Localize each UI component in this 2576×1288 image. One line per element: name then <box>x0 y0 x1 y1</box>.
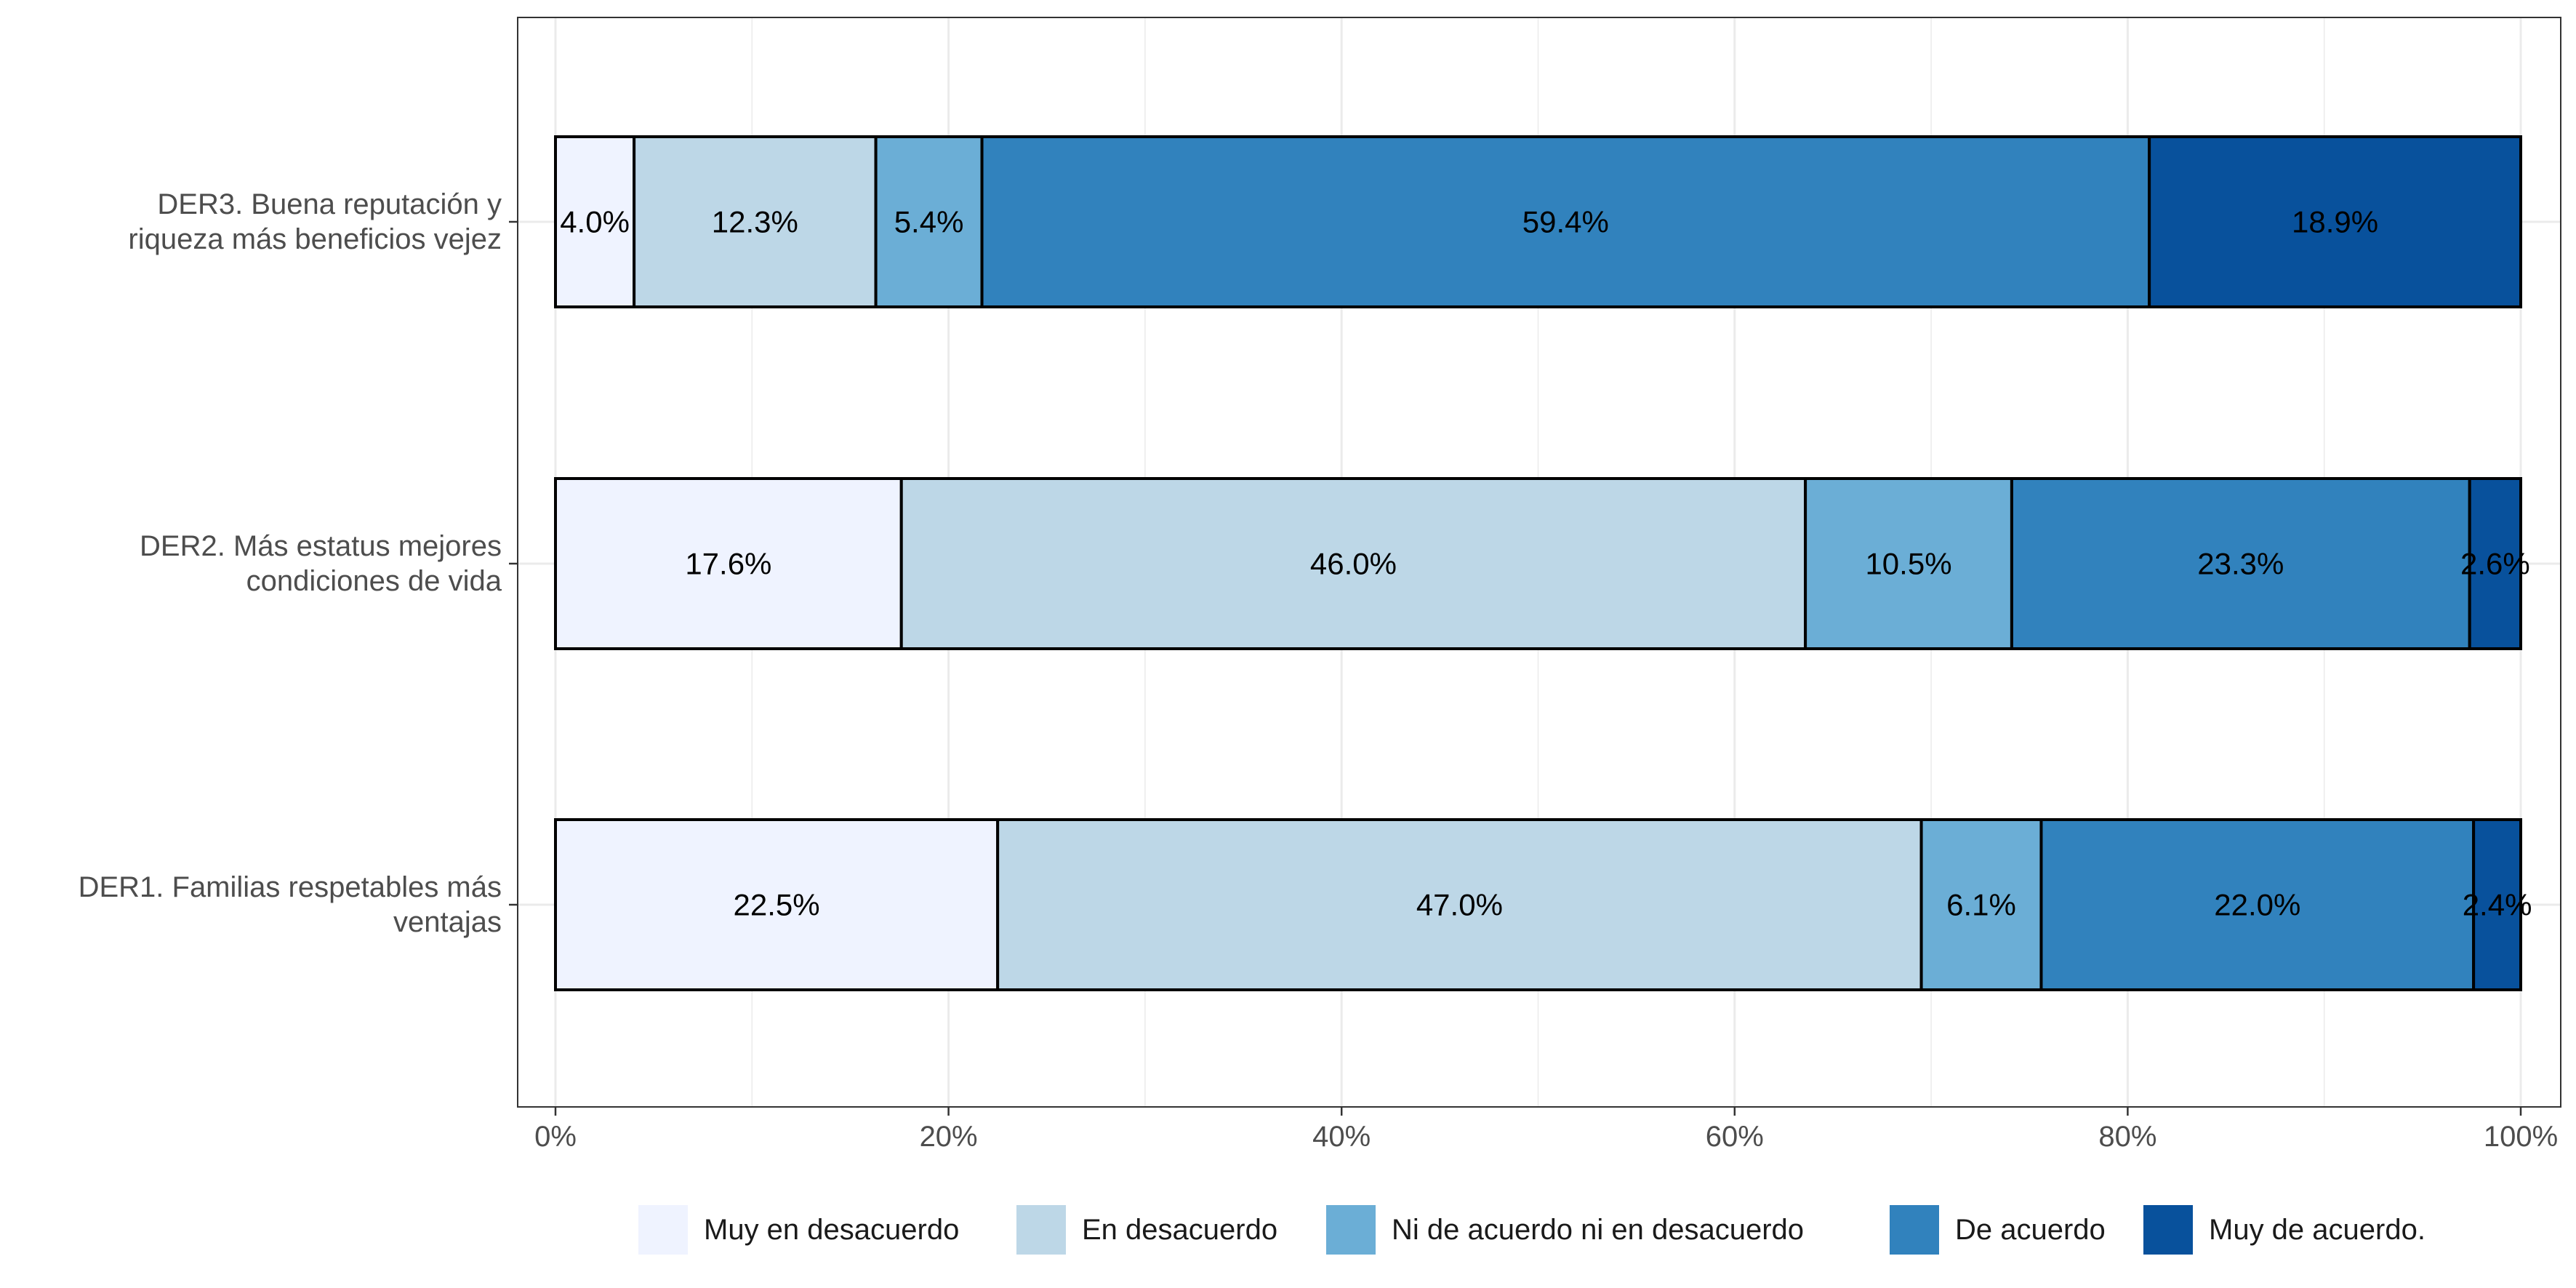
bar-segment <box>1804 477 2013 650</box>
category-label: DER1. Familias respetables más ventajas <box>79 871 502 938</box>
legend-key <box>1890 1205 1939 1255</box>
bar-segment <box>1919 818 2043 991</box>
bar-value-label: 12.3% <box>712 205 798 239</box>
legend-label: De acuerdo <box>1955 1214 2106 1246</box>
bar-segment <box>554 135 636 308</box>
legend-key <box>1016 1205 1066 1255</box>
x-axis: 0% 20% 40% 60% 80% 100% <box>534 1107 2558 1153</box>
bar-value-label: 18.9% <box>2292 205 2378 239</box>
bar-segment <box>554 818 1000 991</box>
bar-segment <box>2472 818 2522 991</box>
bar-value-label: 4.0% <box>560 205 630 239</box>
bar-value-label: 22.0% <box>2214 888 2300 922</box>
bar-value-label: 59.4% <box>1522 205 1609 239</box>
legend-label: Muy de acuerdo. <box>2209 1214 2425 1246</box>
plot-panel-border <box>517 17 2561 1108</box>
bar-value-label: 46.0% <box>1310 547 1397 581</box>
bar-value-label: 6.1% <box>1946 888 2016 922</box>
bar-value-label: 22.5% <box>734 888 820 922</box>
legend-key <box>1326 1205 1376 1255</box>
bar-value-label: 2.6% <box>2460 547 2530 581</box>
bar-value-label: 5.4% <box>894 205 964 239</box>
bar-segment <box>2468 477 2522 650</box>
bar-segment <box>554 477 903 650</box>
bar-value-label: 17.6% <box>685 547 771 581</box>
legend-label: Muy en desacuerdo <box>704 1214 959 1246</box>
x-tick-label: 0% <box>534 1121 577 1153</box>
y-axis: DER3. Buena reputación y riqueza más bene… <box>79 188 518 938</box>
bar-value-label: 2.4% <box>2463 888 2532 922</box>
bar-value-label: 47.0% <box>1416 888 1503 922</box>
legend-label: Ni de acuerdo ni en desacuerdo <box>1392 1214 1804 1246</box>
legend: Muy en desacuerdo En desacuerdo Ni de acue… <box>638 1205 2425 1255</box>
bar-segment <box>996 818 1923 991</box>
bar-value-label: 23.3% <box>2197 547 2284 581</box>
bar-segment <box>2010 477 2471 650</box>
x-tick-label: 100% <box>2484 1121 2558 1153</box>
x-tick-label: 20% <box>920 1121 978 1153</box>
category-label: DER2. Más estatus mejores condiciones de … <box>140 530 502 597</box>
x-tick-label: 80% <box>2098 1121 2156 1153</box>
legend-key <box>638 1205 688 1255</box>
legend-label: En desacuerdo <box>1082 1214 1277 1246</box>
bar-segment <box>980 135 2151 308</box>
data-labels: 4.0% 12.3% 5.4% 59.4% 18.9% 17.6% 46.0% 10.5% 23… <box>560 205 2532 922</box>
legend-key <box>2143 1205 2193 1255</box>
bar-value-label: 10.5% <box>1865 547 1951 581</box>
bar-segment <box>2039 818 2476 991</box>
bars <box>554 135 2523 991</box>
bar-segment <box>874 135 984 308</box>
bar-segment <box>2148 135 2523 308</box>
category-label: DER3. Buena reputación y riqueza más bene… <box>128 188 502 255</box>
x-tick-label: 60% <box>1706 1121 1764 1153</box>
x-tick-label: 40% <box>1312 1121 1371 1153</box>
